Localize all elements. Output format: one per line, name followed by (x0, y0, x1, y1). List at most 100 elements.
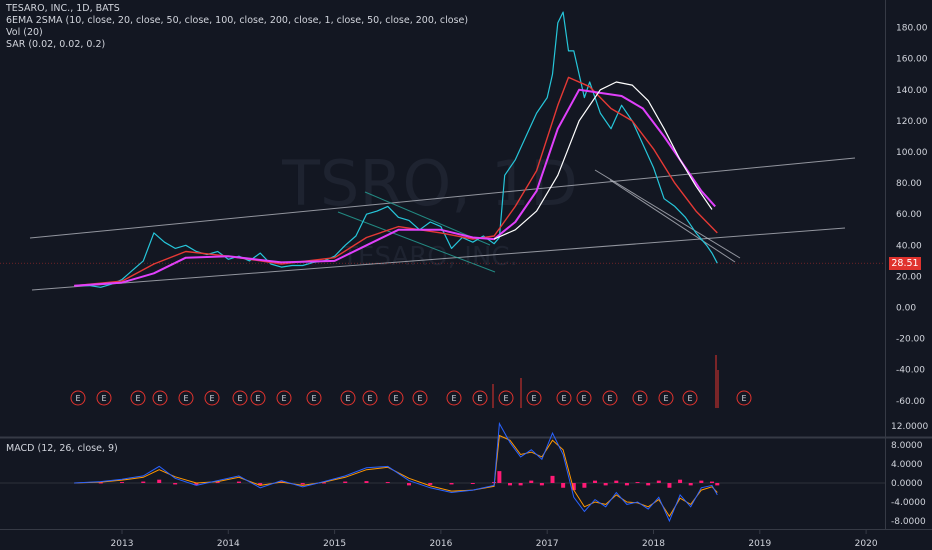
macd-histogram-bar (593, 480, 598, 483)
earnings-marker[interactable] (472, 390, 488, 406)
earnings-marker[interactable] (602, 390, 618, 406)
macd-histogram-bar (709, 481, 714, 483)
earnings-marker-label[interactable]: E (101, 394, 106, 403)
earnings-marker-label[interactable]: E (135, 394, 140, 403)
earnings-marker[interactable] (232, 390, 248, 406)
earnings-marker-label[interactable]: E (255, 394, 260, 403)
macd-histogram-bar (364, 481, 369, 483)
macd-histogram-bar (497, 471, 502, 483)
trendline[interactable] (609, 179, 736, 263)
macd-title[interactable]: MACD (12, 26, close, 9) (6, 443, 118, 454)
time-axis-tick: 2017 (536, 539, 559, 549)
time-axis-tick: 2014 (217, 539, 240, 549)
earnings-marker[interactable] (682, 390, 698, 406)
macd-histogram-bar (550, 475, 555, 483)
earnings-marker-label[interactable]: E (237, 394, 242, 403)
earnings-marker[interactable] (388, 390, 404, 406)
time-axis-tick: 2019 (748, 539, 771, 549)
earnings-marker-label[interactable]: E (663, 394, 668, 403)
trendline[interactable] (594, 169, 741, 259)
earnings-marker[interactable] (130, 390, 146, 406)
price-axis-tick: -20.00 (896, 335, 925, 345)
earnings-marker-label[interactable]: E (209, 394, 214, 403)
macd-legend[interactable]: MACD (12, 26, close, 9) (6, 443, 118, 455)
macd-histogram-bar (428, 483, 433, 485)
earnings-marker[interactable] (498, 390, 514, 406)
earnings-marker-label[interactable]: E (561, 394, 566, 403)
macd-histogram-bar (258, 483, 263, 486)
macd-histogram-bar (529, 480, 534, 483)
earnings-marker-label[interactable]: E (75, 394, 80, 403)
macd-axis-tick: 0.0000 (891, 479, 923, 489)
earnings-marker-label[interactable]: E (345, 394, 350, 403)
earnings-marker[interactable] (736, 390, 752, 406)
last-price-badge: 28.51 (889, 257, 921, 270)
earnings-marker[interactable] (658, 390, 674, 406)
price-axis-tick: 180.00 (896, 24, 928, 34)
price-axis-tick: 40.00 (896, 241, 922, 251)
earnings-marker[interactable] (250, 390, 266, 406)
time-axis-tick: 2018 (642, 539, 665, 549)
earnings-marker-label[interactable]: E (687, 394, 692, 403)
earnings-marker-label[interactable]: E (451, 394, 456, 403)
price-axis-tick: -60.00 (896, 397, 925, 407)
time-axis-tick: 2015 (323, 539, 346, 549)
macd-histogram-bar (98, 482, 103, 484)
indicator-sar[interactable]: SAR (0.02, 0.02, 0.2) (6, 39, 106, 50)
earnings-marker-label[interactable]: E (581, 394, 586, 403)
earnings-marker[interactable] (362, 390, 378, 406)
macd-line (74, 421, 718, 523)
macd-axis-tick: 8.0000 (891, 441, 923, 451)
macd-histogram-bar (688, 483, 693, 486)
earnings-marker-label[interactable]: E (157, 394, 162, 403)
price-legend[interactable]: TESARO, INC., 1D, BATS 6EMA 2SMA (10, cl… (6, 3, 468, 51)
earnings-marker[interactable] (526, 390, 542, 406)
earnings-marker-label[interactable]: E (311, 394, 316, 403)
earnings-marker[interactable] (152, 390, 168, 406)
indicator-volume[interactable]: Vol (20) (6, 27, 43, 38)
earnings-marker-label[interactable]: E (637, 394, 642, 403)
earnings-marker[interactable] (276, 390, 292, 406)
earnings-marker-label[interactable]: E (281, 394, 286, 403)
macd-histogram-bar (343, 481, 348, 483)
series-sma-white (493, 81, 713, 240)
earnings-marker-label[interactable]: E (367, 394, 372, 403)
macd-histogram-bar (157, 479, 162, 483)
earnings-marker-label[interactable]: E (393, 394, 398, 403)
trendline[interactable] (31, 227, 846, 291)
macd-histogram-bar (582, 483, 587, 488)
earnings-marker[interactable] (96, 390, 112, 406)
price-series-layer (0, 11, 885, 288)
earnings-marker[interactable] (70, 390, 86, 406)
earnings-marker-label[interactable]: E (417, 394, 422, 403)
earnings-marker[interactable] (204, 390, 220, 406)
trendlines-layer[interactable] (29, 157, 856, 291)
earnings-marker[interactable] (178, 390, 194, 406)
trendline-green[interactable] (337, 211, 496, 273)
earnings-marker-label[interactable]: E (531, 394, 536, 403)
earnings-marker[interactable] (340, 390, 356, 406)
price-axis-tick: 140.00 (896, 86, 928, 96)
macd-axis-tick: -4.0000 (891, 498, 926, 508)
earnings-marker[interactable] (556, 390, 572, 406)
earnings-marker-label[interactable]: E (503, 394, 508, 403)
macd-histogram-bar (321, 482, 326, 484)
earnings-marker-label[interactable]: E (477, 394, 482, 403)
indicator-ema-sma[interactable]: 6EMA 2SMA (10, close, 20, close, 50, clo… (6, 15, 469, 26)
trendline[interactable] (29, 157, 856, 239)
earnings-marker-label[interactable]: E (607, 394, 612, 403)
time-axis-tick: 2013 (111, 539, 134, 549)
symbol-title[interactable]: TESARO, INC., 1D, BATS (6, 3, 120, 14)
earnings-marker-label[interactable]: E (741, 394, 746, 403)
earnings-marker[interactable] (412, 390, 428, 406)
earnings-marker-label[interactable]: E (183, 394, 188, 403)
macd-histogram-bar (194, 483, 199, 486)
earnings-marker[interactable] (446, 390, 462, 406)
earnings-marker[interactable] (576, 390, 592, 406)
price-axis-tick: 0.00 (896, 304, 916, 314)
earnings-marker[interactable] (632, 390, 648, 406)
macd-histogram-bar (236, 481, 241, 483)
earnings-marker[interactable] (306, 390, 322, 406)
